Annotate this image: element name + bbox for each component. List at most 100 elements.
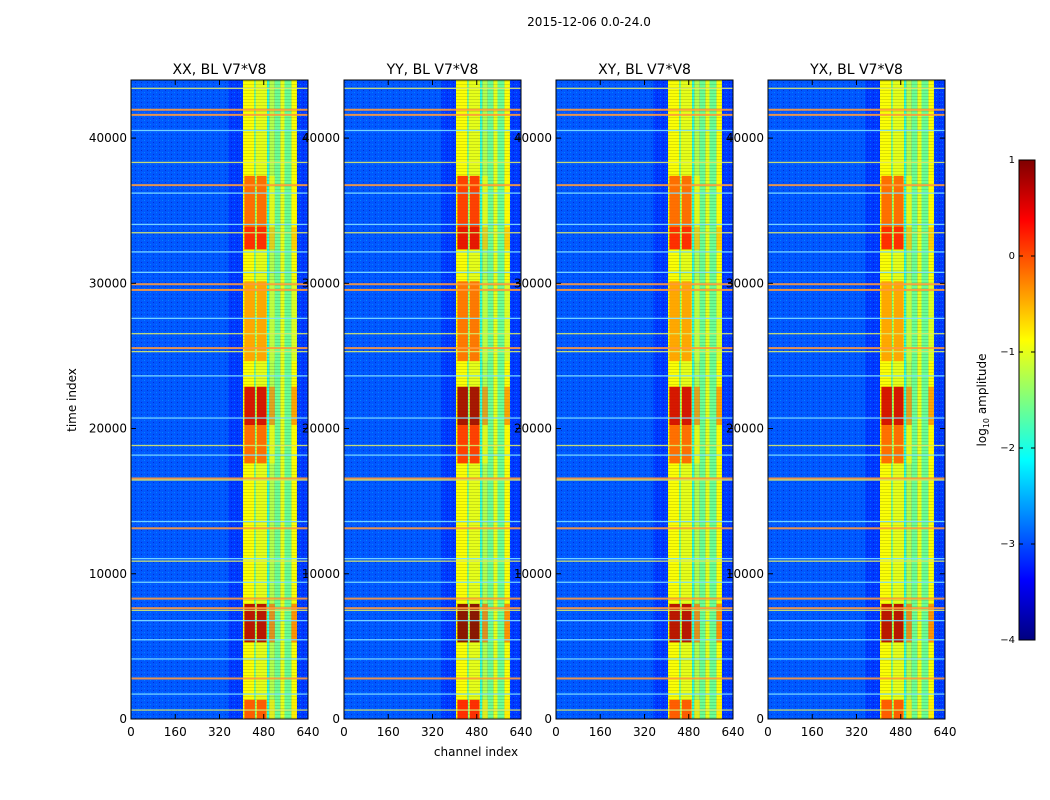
rfi-line — [768, 375, 945, 377]
rfi-line — [344, 477, 521, 480]
rfi-line — [556, 417, 733, 419]
hot-spot — [694, 386, 700, 426]
hot-spot — [269, 226, 275, 250]
y-tick-label: 30000 — [89, 276, 127, 290]
rfi-line — [556, 375, 733, 377]
x-tick-label: 640 — [510, 725, 533, 739]
rfi-line — [344, 527, 521, 530]
hot-spot — [669, 281, 680, 362]
hot-spot — [482, 386, 488, 426]
rfi-line — [344, 693, 521, 695]
hot-spot — [893, 603, 904, 643]
rfi-line — [556, 658, 733, 660]
rfi-line — [131, 192, 308, 194]
rfi-line — [344, 113, 521, 116]
panel-title: XY, BL V7*V8 — [598, 62, 691, 78]
hot-spot — [269, 603, 275, 643]
hot-spot — [881, 175, 892, 227]
rfi-line — [131, 693, 308, 695]
rfi-line — [344, 560, 521, 562]
hot-spot — [681, 386, 692, 426]
rfi-line — [344, 557, 521, 560]
y-tick-label: 20000 — [514, 422, 552, 436]
rfi-line — [344, 609, 521, 612]
rfi-line — [556, 288, 733, 291]
rfi-line — [556, 560, 733, 562]
x-tick-label: 160 — [801, 725, 824, 739]
hot-spot — [893, 226, 904, 250]
rfi-line — [556, 454, 733, 456]
x-axis-label: channel index — [434, 745, 518, 759]
rfi-line — [131, 223, 308, 226]
rfi-line — [768, 113, 945, 116]
rfi-line — [131, 184, 308, 187]
x-tick-label: 640 — [934, 725, 957, 739]
hot-spot — [256, 425, 267, 464]
hot-spot — [244, 281, 255, 362]
rfi-line — [344, 333, 521, 335]
rfi-line — [768, 350, 945, 353]
hot-spot — [669, 603, 680, 643]
hot-spot — [504, 386, 510, 426]
rfi-line — [344, 709, 521, 711]
hot-spot — [669, 425, 680, 464]
hot-spot — [504, 603, 510, 643]
rfi-line — [131, 87, 308, 89]
hot-spot — [244, 175, 255, 227]
hot-spot — [482, 226, 488, 250]
colorbar-label: log10 amplitude — [975, 354, 991, 447]
rfi-line — [344, 454, 521, 456]
rfi-line — [131, 597, 308, 600]
rfi-line — [768, 658, 945, 660]
rfi-line — [556, 639, 733, 641]
colorbar-gradient — [1018, 159, 1036, 641]
hot-spot — [291, 386, 297, 426]
x-tick-label: 320 — [208, 725, 231, 739]
rfi-line — [131, 113, 308, 116]
hot-spot — [694, 425, 700, 464]
rfi-line — [344, 417, 521, 419]
rfi-line — [344, 283, 521, 286]
hot-spot — [291, 281, 297, 362]
heatmap-panels: XX, BL V7*V8 0 160 320 480 640 0 10000 20000 3000… — [89, 62, 957, 739]
rfi-line — [131, 129, 308, 132]
rfi-line — [556, 444, 733, 447]
hot-spot — [716, 281, 722, 362]
hot-spot — [269, 386, 275, 426]
x-tick-label: 0 — [764, 725, 772, 739]
rfi-line — [131, 658, 308, 660]
hot-spot — [681, 603, 692, 643]
rfi-line — [768, 560, 945, 562]
y-tick-label: 20000 — [89, 422, 127, 436]
hot-spot — [457, 281, 468, 362]
y-tick-label: 30000 — [726, 276, 764, 290]
y-tick-label: 10000 — [514, 567, 552, 581]
rfi-line — [344, 375, 521, 377]
hot-spot — [256, 603, 267, 643]
hot-spot — [694, 281, 700, 362]
rfi-line — [131, 677, 308, 680]
x-tick-label: 320 — [421, 725, 444, 739]
x-tick-label: 0 — [340, 725, 348, 739]
hot-spot — [906, 175, 912, 227]
hot-spot — [694, 175, 700, 227]
x-tick-label: 0 — [552, 725, 560, 739]
hot-spot — [906, 281, 912, 362]
rfi-line — [556, 87, 733, 89]
hot-spot — [269, 175, 275, 227]
hot-spot — [482, 425, 488, 464]
rfi-line — [556, 317, 733, 320]
hot-spot — [291, 425, 297, 464]
rfi-line — [768, 347, 945, 350]
colorbar-tick-label: −2 — [1000, 443, 1015, 454]
heatmap-panel-3: XY, BL V7*V8 0 160 320 480 640 0 10000 20000 3000… — [514, 62, 745, 739]
hot-spot — [681, 281, 692, 362]
hot-spot — [457, 386, 468, 426]
rfi-line — [131, 347, 308, 350]
rfi-line — [768, 87, 945, 89]
hot-spot — [669, 226, 680, 250]
rfi-line — [768, 607, 945, 610]
hot-spot — [269, 425, 275, 464]
rfi-line — [344, 350, 521, 353]
